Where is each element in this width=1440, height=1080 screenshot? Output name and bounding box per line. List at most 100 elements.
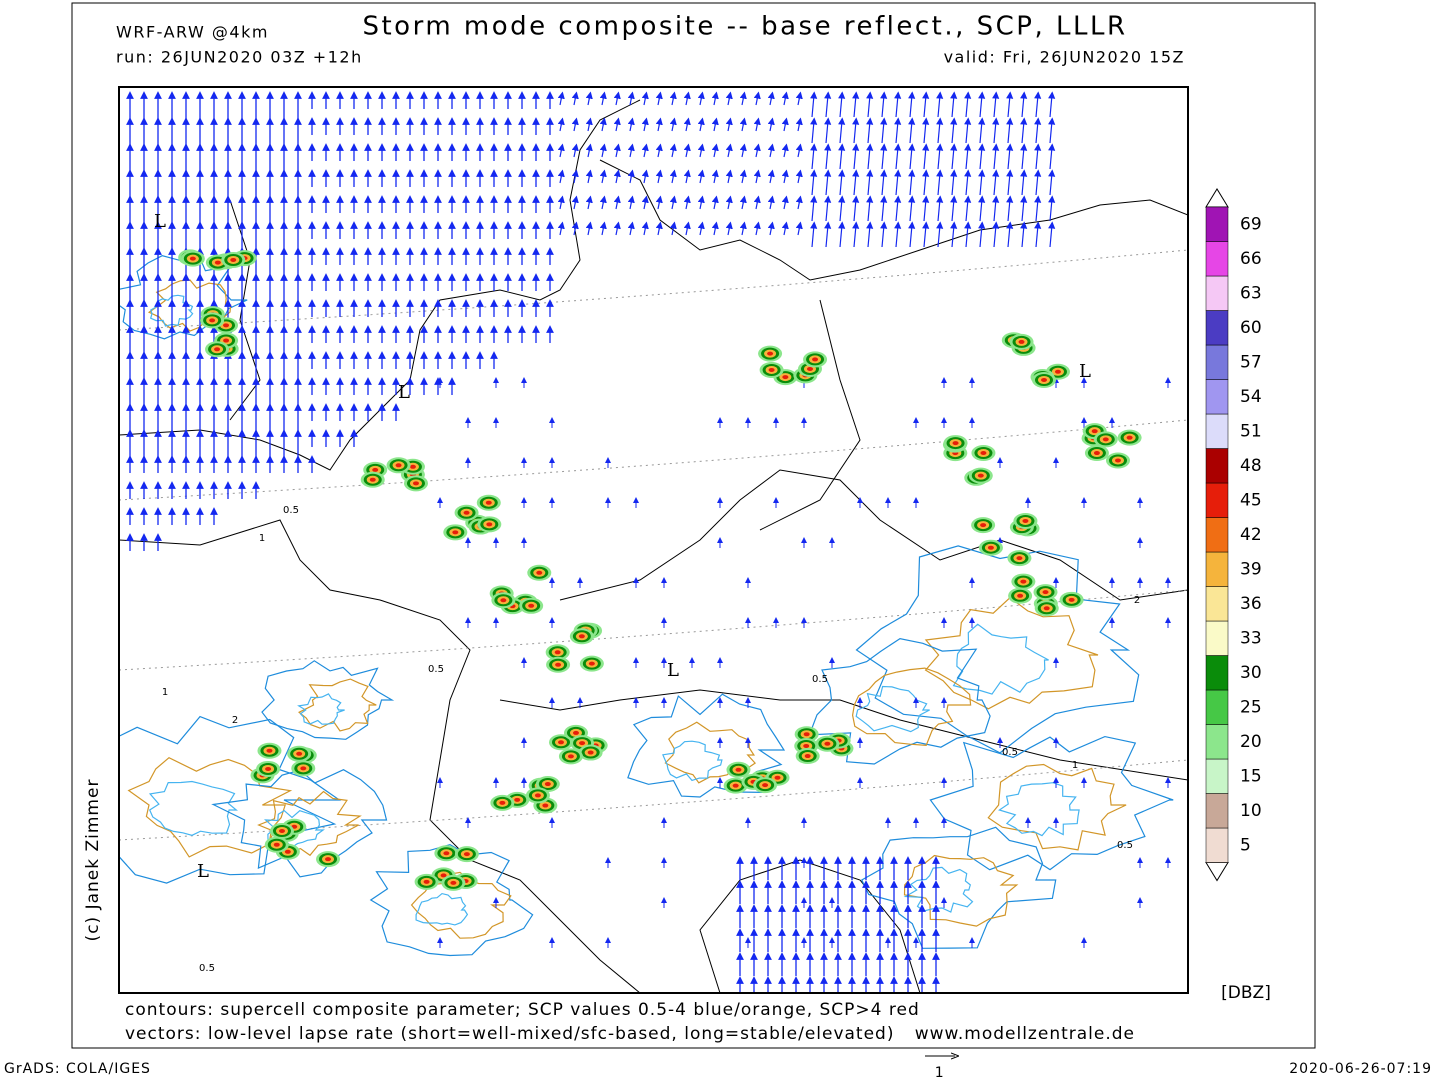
vector	[557, 221, 565, 236]
vector	[922, 221, 930, 248]
reflectivity-cell	[732, 783, 739, 788]
vector	[1020, 91, 1028, 118]
colorbar-swatch	[1205, 586, 1229, 622]
reflectivity-cell	[230, 257, 237, 262]
vector	[908, 221, 916, 248]
colorbar-label: 51	[1240, 421, 1262, 441]
vector	[1020, 117, 1028, 144]
vector	[1020, 169, 1028, 196]
graticule	[119, 419, 1188, 501]
vector	[571, 117, 579, 132]
map-label: L	[667, 660, 679, 681]
vector	[866, 117, 874, 144]
vector	[852, 195, 860, 222]
reflectivity-cell	[265, 766, 272, 771]
colorbar-end	[1205, 188, 1229, 208]
vector	[697, 91, 705, 106]
vector	[725, 169, 733, 184]
vector	[557, 91, 565, 106]
vector	[725, 195, 733, 210]
colorbar-label: 54	[1240, 387, 1262, 407]
vector	[795, 91, 803, 106]
vector	[992, 91, 1000, 118]
map-label: 2	[1134, 595, 1140, 606]
vector	[1006, 143, 1014, 170]
vector	[627, 91, 635, 106]
map-label: 1	[259, 533, 265, 544]
vector	[950, 143, 958, 170]
scp-contour	[119, 715, 342, 884]
vector	[880, 117, 888, 144]
vector	[669, 117, 677, 132]
map-label: L	[197, 861, 209, 882]
reflectivity-cell	[452, 530, 459, 535]
coastline	[699, 859, 921, 993]
vector	[908, 195, 916, 222]
vector	[964, 221, 972, 248]
valid-label: valid: Fri, 26JUN2020 15Z	[944, 48, 1185, 67]
vector	[1034, 169, 1042, 196]
reflectivity-cell	[557, 740, 564, 745]
reflectivity-cell	[214, 347, 221, 352]
vector	[697, 143, 705, 158]
reflectivity-cell	[223, 338, 230, 343]
reflectivity-cell	[1017, 593, 1024, 598]
vector	[908, 169, 916, 196]
vector	[978, 117, 986, 144]
reflectivity-cell	[1043, 606, 1050, 611]
vector	[781, 143, 789, 158]
vector	[781, 91, 789, 106]
vector	[613, 169, 621, 184]
vector	[1048, 221, 1056, 248]
colorbar-swatch	[1205, 655, 1229, 691]
vector	[571, 143, 579, 158]
vector	[810, 117, 818, 144]
reflectivity-cell	[1068, 597, 1075, 602]
vector	[585, 117, 593, 132]
vector	[866, 143, 874, 170]
reflectivity-cell	[1054, 369, 1061, 374]
vector	[781, 195, 789, 210]
vector	[950, 195, 958, 222]
page-frame	[71, 2, 1316, 1049]
vector	[795, 143, 803, 158]
reflectivity-cell	[266, 748, 273, 753]
footer-contours: contours: supercell composite parameter;…	[125, 1000, 920, 1020]
vector	[894, 117, 902, 144]
reflectivity-cell	[980, 523, 987, 528]
vector	[781, 117, 789, 132]
reflectivity-cell	[214, 260, 221, 265]
vector	[627, 221, 635, 236]
reflectivity-cell	[189, 256, 196, 261]
vector	[922, 195, 930, 222]
vector	[824, 221, 832, 248]
colorbar-swatch	[1205, 689, 1229, 725]
colorbar-label: 60	[1240, 318, 1262, 338]
colorbar-swatch	[1205, 206, 1229, 242]
reflectivity-cell	[528, 603, 535, 608]
vector	[767, 117, 775, 132]
vector	[697, 221, 705, 236]
vector	[627, 143, 635, 158]
vector	[810, 169, 818, 196]
map-label: 0.5	[1002, 747, 1018, 758]
coastline	[119, 519, 641, 993]
reflectivity-cell	[514, 797, 521, 802]
vector	[641, 117, 649, 132]
vector	[585, 169, 593, 184]
vector	[978, 221, 986, 248]
vector	[669, 91, 677, 106]
reflectivity-cell	[284, 849, 291, 854]
reflectivity-cell	[463, 852, 470, 857]
vector	[1048, 91, 1056, 118]
vector	[683, 91, 691, 106]
colorbar-label: 36	[1240, 594, 1262, 614]
vector	[1006, 221, 1014, 248]
reflectivity-cell	[485, 500, 492, 505]
vector	[838, 117, 846, 144]
scp-contour	[987, 763, 1127, 851]
vector	[795, 221, 803, 236]
reflectivity-cell	[500, 598, 507, 603]
vector	[557, 117, 565, 132]
